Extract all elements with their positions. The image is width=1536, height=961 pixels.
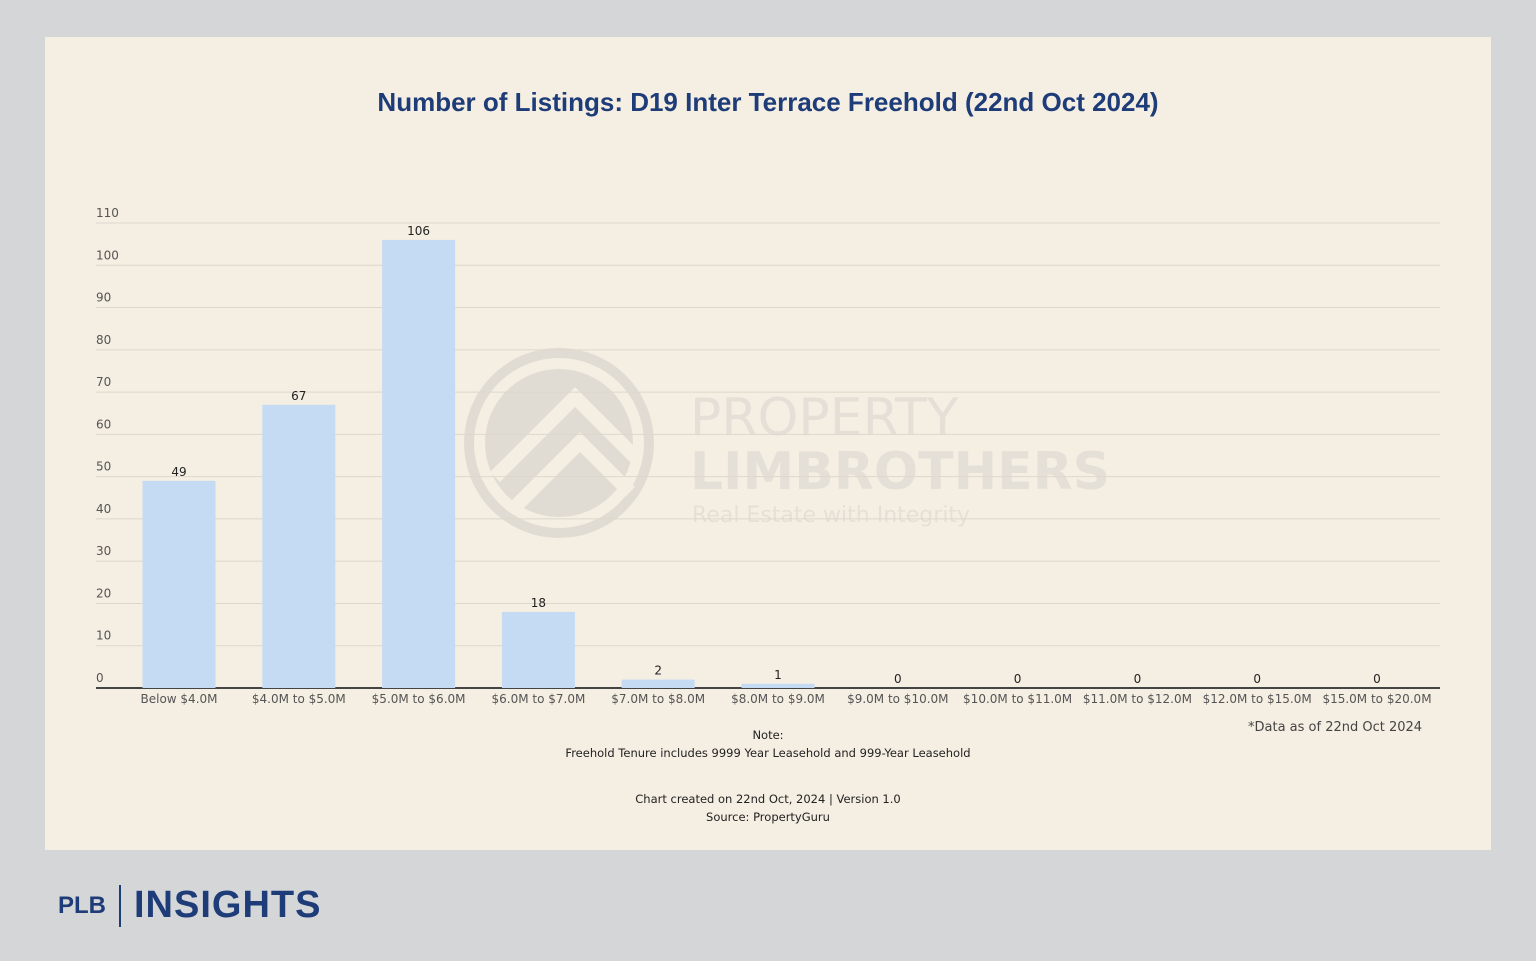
x-tick-label: $4.0M to $5.0M (252, 692, 346, 706)
y-tick-label: 100 (96, 248, 119, 262)
watermark-line1: PROPERTY (690, 388, 959, 448)
data-label: 0 (1014, 672, 1022, 686)
data-label: 18 (531, 596, 546, 610)
y-tick-label: 70 (96, 375, 111, 389)
chart-title: Number of Listings: D19 Inter Terrace Fr… (377, 87, 1159, 117)
chart-panel: Number of Listings: D19 Inter Terrace Fr… (45, 37, 1491, 850)
y-tick-label: 90 (96, 291, 111, 305)
logo-plb: PLB (58, 891, 106, 919)
x-tick-label: Below $4.0M (141, 692, 218, 706)
data-label: 2 (654, 664, 662, 678)
watermark-line3: Real Estate with Integrity (692, 503, 970, 528)
x-tick-label: $8.0M to $9.0M (731, 692, 825, 706)
x-tick-label: $15.0M to $20.0M (1322, 692, 1431, 706)
bar (382, 239, 456, 688)
plb-insights-logo: PLB INSIGHTS (58, 884, 321, 927)
bar (142, 480, 216, 688)
data-label: 0 (894, 672, 902, 686)
created-text: Chart created on 22nd Oct, 2024 | Versio… (635, 792, 901, 806)
logo-divider (119, 884, 121, 927)
data-label: 0 (1134, 672, 1142, 686)
x-tick-label: $5.0M to $6.0M (372, 692, 466, 706)
y-tick-label: 50 (96, 460, 111, 474)
y-tick-label: 10 (96, 629, 111, 643)
source-text: Source: PropertyGuru (706, 810, 830, 824)
logo-insights: INSIGHTS (134, 884, 322, 926)
watermark: PROPERTY LIMBROTHERS Real Estate with In… (464, 348, 1110, 538)
y-tick-label: 60 (96, 417, 111, 431)
x-tick-label: $10.0M to $11.0M (963, 692, 1072, 706)
x-tick-label: $9.0M to $10.0M (847, 692, 948, 706)
data-label: 1 (774, 668, 782, 682)
y-tick-label: 20 (96, 586, 111, 600)
bar (741, 683, 815, 688)
x-tick-label: $11.0M to $12.0M (1083, 692, 1192, 706)
y-tick-label: 110 (96, 206, 119, 220)
note-text: Freehold Tenure includes 9999 Year Lease… (565, 746, 971, 760)
data-as-of: *Data as of 22nd Oct 2024 (1248, 720, 1423, 735)
watermark-line2: LIMBROTHERS (690, 442, 1110, 502)
data-label: 106 (407, 224, 430, 238)
data-label: 67 (291, 389, 306, 403)
y-tick-label: 30 (96, 544, 111, 558)
data-label: 49 (171, 465, 186, 479)
data-label: 0 (1373, 672, 1381, 686)
bar (621, 679, 695, 688)
bar (501, 611, 575, 688)
note-label: Note: (752, 728, 784, 742)
x-tick-label: $7.0M to $8.0M (611, 692, 705, 706)
y-tick-label: 80 (96, 333, 111, 347)
x-tick-label: $6.0M to $7.0M (491, 692, 585, 706)
y-tick-label: 40 (96, 502, 111, 516)
bar-chart: PROPERTY LIMBROTHERS Real Estate with In… (96, 206, 1440, 706)
data-label: 0 (1253, 672, 1261, 686)
y-tick-label: 0 (96, 671, 104, 685)
bar (262, 404, 336, 688)
x-tick-label: $12.0M to $15.0M (1203, 692, 1312, 706)
